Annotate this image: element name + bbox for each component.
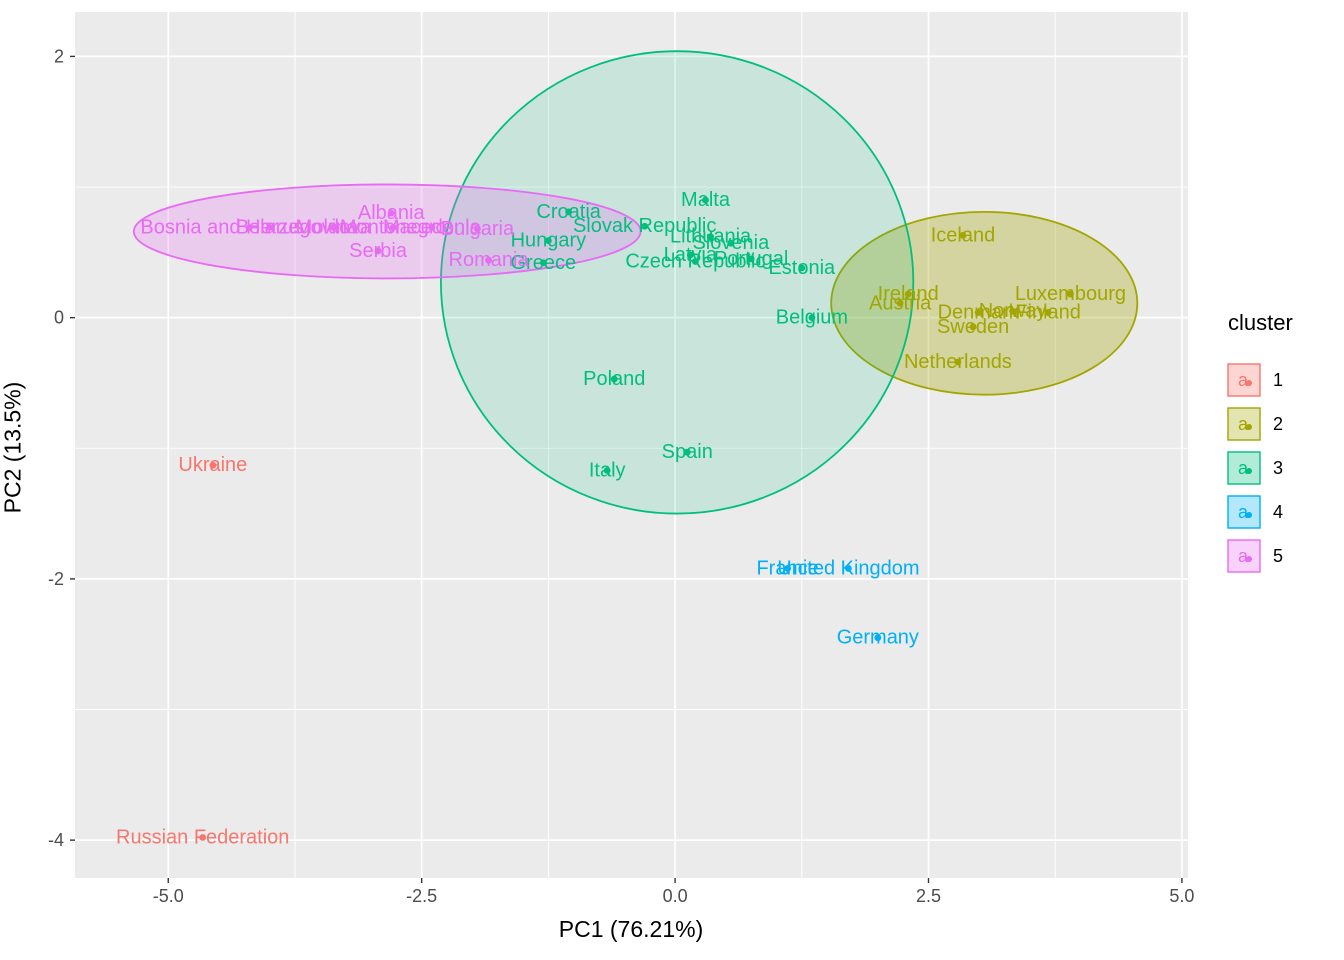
data-point <box>266 224 274 231</box>
x-tick-label: -2.5 <box>406 886 437 906</box>
data-point <box>784 565 792 572</box>
y-tick-label: 2 <box>54 46 64 66</box>
data-point <box>1009 307 1017 315</box>
x-tick-label: 0.0 <box>663 886 688 906</box>
legend-key-point <box>1246 424 1252 430</box>
data-point <box>683 448 691 456</box>
data-point <box>330 224 337 231</box>
data-point <box>641 222 649 230</box>
y-tick-label: -4 <box>48 830 64 850</box>
legend-key-cluster-4 <box>1227 495 1261 529</box>
data-point <box>727 239 735 247</box>
legend-key-cluster-3 <box>1227 451 1261 485</box>
legend-key-cluster-5 <box>1227 539 1261 573</box>
data-point <box>199 834 207 841</box>
data-point <box>707 233 714 241</box>
data-point <box>798 264 806 272</box>
legend-title: cluster <box>1228 310 1293 335</box>
data-point <box>245 224 253 231</box>
data-point <box>808 314 816 322</box>
data-point <box>969 323 977 331</box>
x-tick-label: -5.0 <box>153 886 184 906</box>
data-point <box>544 237 552 244</box>
legend-key-point <box>1246 468 1252 474</box>
data-point <box>387 209 395 217</box>
data-point <box>603 467 611 474</box>
cluster-2-ellipse <box>830 210 1139 396</box>
data-point <box>974 309 982 316</box>
legend-key-a-glyph: a <box>1238 414 1249 434</box>
legend-item-label: 2 <box>1273 414 1283 434</box>
legend-key-cluster-1 <box>1227 363 1261 397</box>
cluster-3-ellipse <box>440 50 915 515</box>
x-tick-label: 2.5 <box>916 886 941 906</box>
data-point <box>747 255 755 263</box>
legend-key-a-glyph: a <box>1238 502 1249 522</box>
legend-key-a-glyph: a <box>1238 546 1249 566</box>
data-point <box>954 358 962 366</box>
data-point <box>389 224 397 231</box>
data-point <box>474 225 481 233</box>
cluster-5-ellipse <box>132 183 642 280</box>
x-axis-title: PC1 (76.21%) <box>558 916 704 942</box>
legend-item-label: 5 <box>1273 546 1283 566</box>
data-point <box>539 259 547 267</box>
legend-item-label: 3 <box>1273 458 1283 478</box>
legend-item-label: 1 <box>1273 370 1283 390</box>
data-point <box>686 251 694 259</box>
data-point <box>874 634 882 642</box>
legend-key-a-glyph: a <box>1238 458 1249 478</box>
data-point <box>485 256 492 264</box>
data-point <box>1044 309 1052 316</box>
legend-key-point <box>1246 556 1252 562</box>
data-point <box>1067 290 1074 298</box>
legend-key-point <box>1246 380 1252 386</box>
plot-panel <box>75 12 1188 878</box>
data-point <box>896 299 904 307</box>
data-point <box>845 565 852 572</box>
data-point <box>374 247 382 255</box>
data-point <box>904 290 912 298</box>
y-axis-title: PC2 (13.5%) <box>0 381 26 514</box>
data-point <box>702 196 709 204</box>
legend-key-point <box>1246 512 1252 518</box>
data-point <box>610 375 618 383</box>
data-point <box>428 224 436 231</box>
data-point <box>959 231 967 239</box>
legend-key-cluster-2 <box>1227 407 1261 441</box>
legend-item-label: 4 <box>1273 502 1283 522</box>
legend-key-a-glyph: a <box>1238 370 1249 390</box>
data-point <box>565 208 573 216</box>
data-point <box>209 461 217 469</box>
y-tick-label: -2 <box>48 569 64 589</box>
x-tick-label: 5.0 <box>1169 886 1194 906</box>
y-tick-label: 0 <box>54 308 64 328</box>
data-point <box>691 258 699 265</box>
